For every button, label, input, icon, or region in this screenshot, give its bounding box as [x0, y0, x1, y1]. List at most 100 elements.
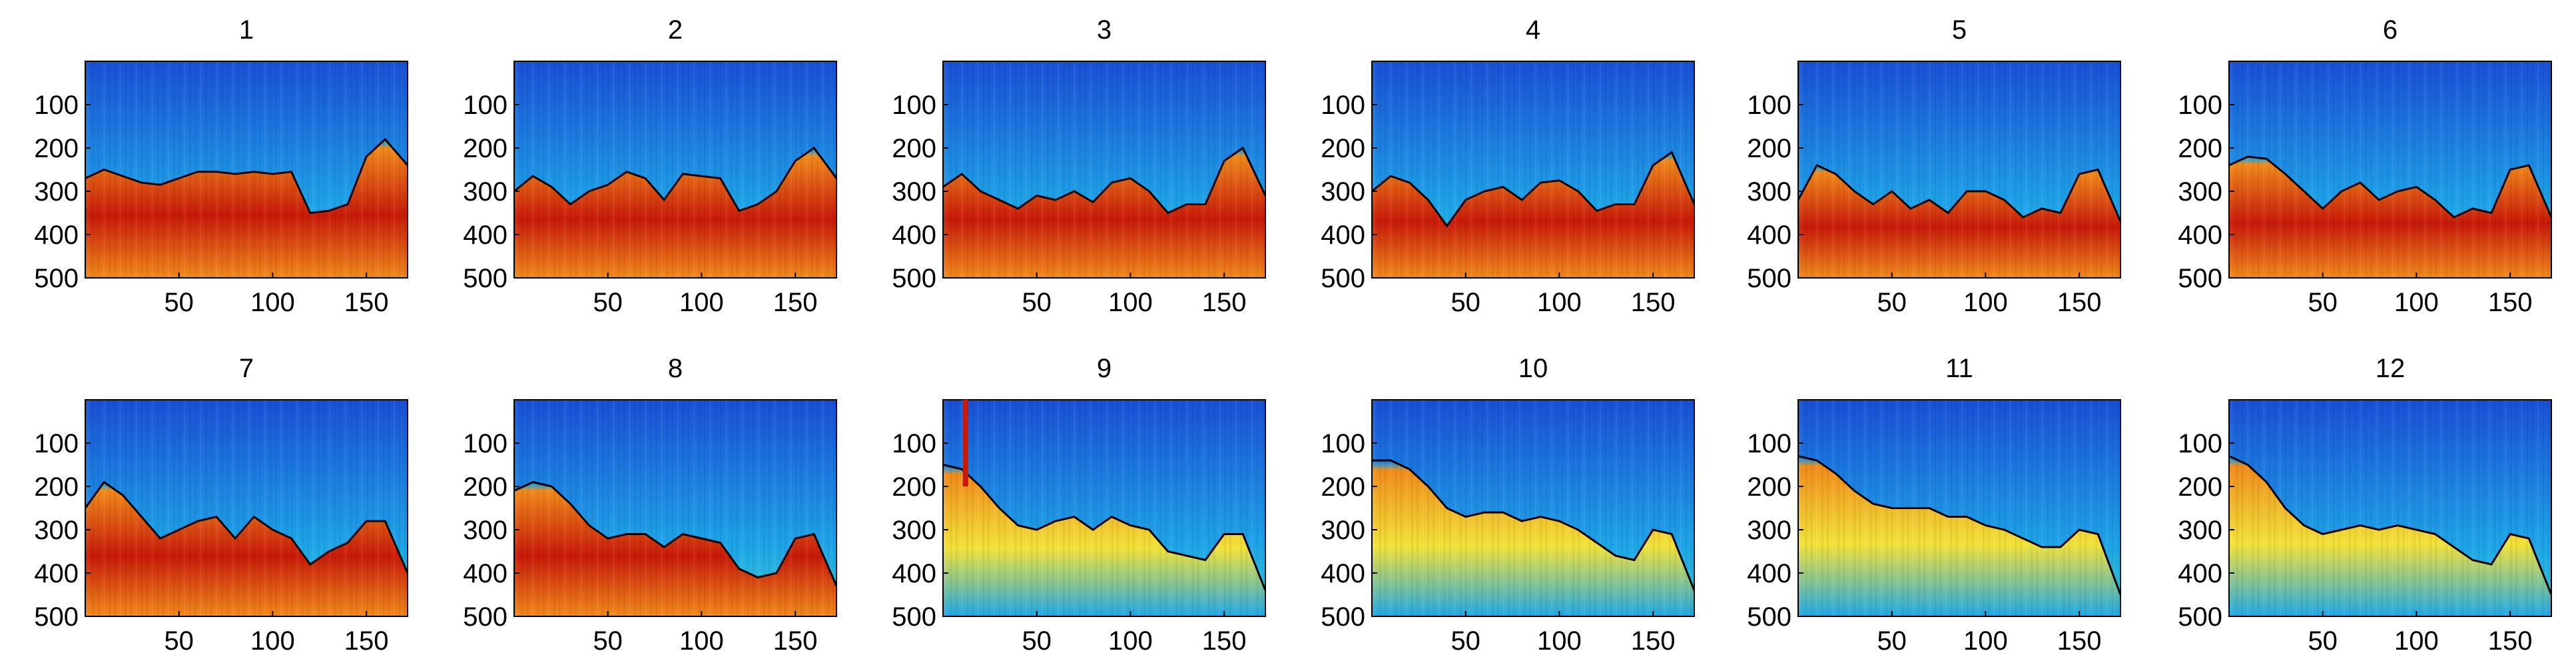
x-tick-label: 50	[164, 288, 194, 317]
y-tick-label: 300	[2178, 177, 2222, 207]
y-tick-label: 400	[1747, 221, 1791, 250]
panel-title: 9	[1097, 354, 1112, 383]
heatmap-texture	[1373, 400, 1693, 616]
y-tick-label: 400	[1747, 559, 1791, 588]
x-tick-label: 100	[1108, 626, 1153, 656]
y-tick-label: 500	[892, 602, 936, 632]
y-tick-label: 500	[34, 602, 79, 632]
panel-title: 6	[2383, 15, 2398, 45]
x-tick-label: 150	[1631, 288, 1676, 317]
y-tick-label: 200	[1321, 134, 1365, 163]
panel-title: 3	[1097, 15, 1112, 45]
y-tick-label: 400	[463, 559, 507, 588]
axes-frame	[942, 61, 1266, 279]
heatmap-texture	[2230, 400, 2550, 616]
y-tick-label: 500	[34, 264, 79, 293]
panel-5: 5 100 200 300 400 500 50 100 150	[1747, 15, 2121, 317]
heatmap-texture	[1799, 400, 2119, 616]
x-tick-label: 50	[1450, 626, 1480, 656]
y-tick-label: 200	[892, 472, 936, 502]
y-tick-label: 300	[1747, 516, 1791, 545]
panel-title: 1	[239, 15, 254, 45]
x-tick-label: 50	[1450, 288, 1480, 317]
x-tick-label: 150	[2488, 288, 2533, 317]
boundary-line	[1798, 164, 2120, 223]
panel-11: 11 100 200 300 400 500 50 100 150	[1747, 354, 2121, 656]
heatmap-high-region	[1372, 460, 1694, 616]
y-tick-label: 400	[463, 221, 507, 250]
y-tick-label: 200	[1747, 134, 1791, 163]
x-tick-label: 50	[164, 626, 194, 656]
y-tick-label: 100	[2178, 91, 2222, 120]
y-tick-label: 500	[463, 602, 507, 632]
x-tick-label: 150	[1202, 288, 1247, 317]
y-tick-label: 400	[34, 559, 79, 588]
y-tick-label: 300	[463, 177, 507, 207]
axes-frame	[513, 61, 837, 279]
y-tick-label: 200	[2178, 472, 2222, 502]
heatmap-high-region	[514, 482, 836, 616]
x-tick-label: 150	[344, 626, 389, 656]
x-tick-label: 100	[1537, 626, 1582, 656]
axes-frame	[942, 399, 1266, 617]
panel-1: 1 100 200 300 400 500 50 100 150	[34, 15, 408, 317]
y-tick-label: 200	[1321, 472, 1365, 502]
y-tick-label: 500	[1321, 264, 1365, 293]
y-tick-label: 200	[2178, 134, 2222, 163]
axes-frame	[1371, 61, 1695, 279]
y-tick-label: 300	[463, 516, 507, 545]
y-tick-label: 100	[463, 91, 507, 120]
axes-frame	[1797, 399, 2121, 617]
y-tick-label: 100	[2178, 429, 2222, 458]
panel-title: 2	[668, 15, 683, 45]
boundary-line	[943, 146, 1265, 215]
y-tick-label: 300	[1321, 516, 1365, 545]
heatmap-texture	[1373, 61, 1693, 278]
y-tick-label: 500	[892, 264, 936, 293]
heatmap-texture	[515, 61, 835, 278]
panel-8: 8 100 200 300 400 500 50 100 150	[463, 354, 837, 656]
boundary-line	[85, 137, 408, 215]
x-tick-label: 100	[2394, 626, 2439, 656]
y-tick-label: 300	[892, 177, 936, 207]
heatmap-high-region	[2229, 456, 2551, 616]
x-tick-label: 100	[1108, 288, 1153, 317]
boundary-line	[514, 480, 836, 587]
y-tick-label: 400	[2178, 221, 2222, 250]
y-tick-label: 100	[34, 429, 79, 458]
heatmap-high-region	[2229, 157, 2551, 278]
boundary-line	[514, 146, 836, 213]
y-tick-label: 200	[34, 472, 79, 502]
panel-12: 12 100 200 300 400 500 50 100 150	[2178, 354, 2552, 656]
axes-frame	[85, 399, 408, 617]
heatmap-high-region	[85, 482, 408, 616]
y-tick-label: 400	[2178, 559, 2222, 588]
x-tick-label: 100	[250, 288, 295, 317]
boundary-line	[943, 464, 1265, 591]
boundary-line	[85, 480, 408, 574]
x-tick-label: 50	[1877, 626, 1907, 656]
x-tick-label: 50	[2308, 288, 2338, 317]
panel-3: 3 100 200 300 400 500 50 100 150	[892, 15, 1266, 317]
heatmap-high-region	[1798, 165, 2120, 278]
x-tick-label: 100	[679, 288, 724, 317]
heatmap-high-region	[943, 464, 1265, 616]
boundary-line	[1798, 455, 2120, 596]
panel-title: 4	[1526, 15, 1540, 45]
heatmap-texture	[515, 400, 835, 616]
y-tick-label: 400	[1321, 221, 1365, 250]
panel-title: 5	[1952, 15, 1967, 45]
x-tick-label: 50	[593, 288, 623, 317]
x-tick-label: 150	[2488, 626, 2533, 656]
panel-title: 8	[668, 354, 683, 383]
y-tick-label: 200	[1747, 472, 1791, 502]
axes-frame	[85, 61, 408, 279]
x-tick-label: 150	[1202, 626, 1247, 656]
y-tick-label: 500	[1747, 264, 1791, 293]
x-tick-label: 100	[2394, 288, 2439, 317]
y-tick-label: 100	[34, 91, 79, 120]
heatmap-high-region	[1372, 152, 1694, 278]
y-tick-label: 100	[892, 429, 936, 458]
y-tick-label: 300	[1747, 177, 1791, 207]
x-tick-label: 100	[250, 626, 295, 656]
